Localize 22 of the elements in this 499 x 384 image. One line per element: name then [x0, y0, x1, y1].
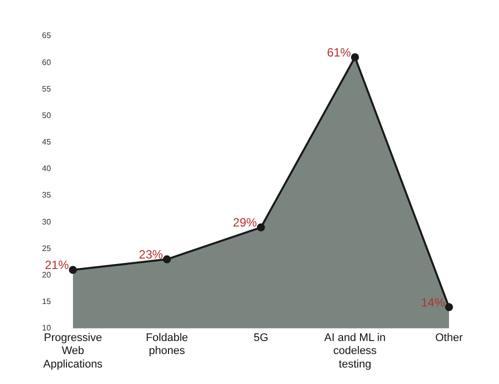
x-tick-label: Progressive Web Applications	[43, 332, 104, 370]
y-tick-label: 35	[42, 190, 52, 200]
y-tick-label: 30	[42, 217, 52, 226]
y-tick-label: 50	[42, 110, 52, 120]
data-label: 14%	[420, 295, 446, 310]
y-tick-label: 20	[42, 270, 52, 280]
x-tick-label: 5G	[254, 332, 268, 344]
y-tick-label: 45	[42, 138, 52, 147]
y-tick-label: 10	[42, 324, 52, 333]
y-tick-label: 25	[42, 244, 52, 253]
y-tick-label: 15	[42, 297, 52, 306]
y-tick-label: 40	[42, 164, 52, 174]
data-label: 23%	[138, 248, 164, 262]
x-tick-label: AI and ML in codeless testing	[324, 332, 386, 370]
x-tick-label: Foldable phones	[146, 332, 188, 358]
data-label: 29%	[232, 216, 258, 230]
y-tick-label: 60	[42, 58, 52, 67]
x-tick-label: Other	[435, 332, 464, 344]
data-label: 21%	[44, 258, 70, 272]
y-tick-label: 55	[42, 84, 52, 94]
data-label: 61%	[326, 46, 352, 60]
y-tick-label: 65	[42, 31, 52, 40]
